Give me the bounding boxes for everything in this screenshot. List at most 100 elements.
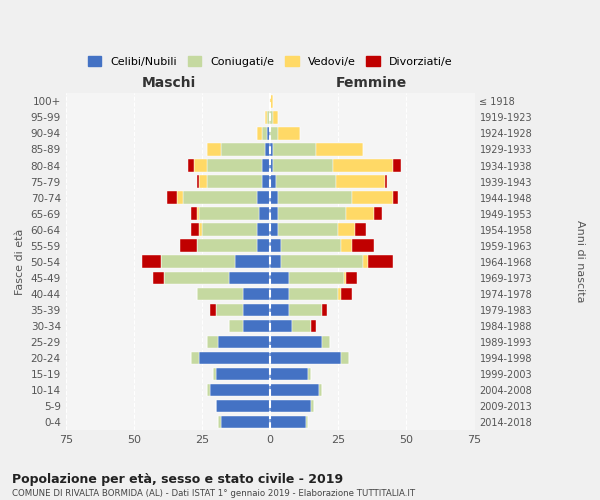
Bar xyxy=(270,208,278,220)
Bar xyxy=(199,352,270,364)
Bar xyxy=(270,384,319,396)
Bar xyxy=(273,160,333,172)
Bar xyxy=(221,143,265,156)
Bar xyxy=(183,192,257,204)
Bar xyxy=(164,272,229,284)
Bar xyxy=(273,143,316,156)
Bar xyxy=(208,176,262,188)
Bar xyxy=(208,336,218,348)
Bar xyxy=(221,416,270,428)
Bar xyxy=(243,304,270,316)
Bar xyxy=(259,208,270,220)
Bar xyxy=(368,256,393,268)
Y-axis label: Fasce di età: Fasce di età xyxy=(15,228,25,295)
Bar xyxy=(262,176,270,188)
Bar xyxy=(278,208,346,220)
Bar xyxy=(197,288,243,300)
Bar xyxy=(257,127,262,140)
Bar xyxy=(229,320,243,332)
Bar xyxy=(341,352,349,364)
Bar xyxy=(268,111,270,124)
Bar xyxy=(355,224,365,236)
Bar xyxy=(265,143,270,156)
Y-axis label: Anni di nascita: Anni di nascita xyxy=(575,220,585,303)
Bar xyxy=(210,304,215,316)
Bar xyxy=(270,176,275,188)
Text: COMUNE DI RIVALTA BORMIDA (AL) - Dati ISTAT 1° gennaio 2019 - Elaborazione TUTTI: COMUNE DI RIVALTA BORMIDA (AL) - Dati IS… xyxy=(12,489,415,498)
Text: Femmine: Femmine xyxy=(335,76,407,90)
Bar xyxy=(270,272,289,284)
Bar xyxy=(215,304,243,316)
Bar xyxy=(208,143,221,156)
Bar xyxy=(275,176,335,188)
Bar xyxy=(202,224,257,236)
Text: Popolazione per età, sesso e stato civile - 2019: Popolazione per età, sesso e stato civil… xyxy=(12,472,343,486)
Bar xyxy=(270,224,278,236)
Bar xyxy=(188,160,194,172)
Bar xyxy=(199,224,202,236)
Bar xyxy=(278,192,352,204)
Bar xyxy=(142,256,161,268)
Bar xyxy=(218,336,270,348)
Bar xyxy=(289,304,322,316)
Bar xyxy=(270,416,305,428)
Bar xyxy=(270,95,273,108)
Text: Maschi: Maschi xyxy=(142,76,196,90)
Bar xyxy=(341,240,352,252)
Bar xyxy=(153,272,164,284)
Bar xyxy=(180,240,197,252)
Bar xyxy=(210,384,270,396)
Bar xyxy=(363,256,368,268)
Bar xyxy=(346,272,358,284)
Bar xyxy=(194,160,208,172)
Bar xyxy=(270,192,278,204)
Bar xyxy=(393,192,398,204)
Bar xyxy=(270,256,281,268)
Bar xyxy=(270,111,273,124)
Bar xyxy=(197,208,199,220)
Bar xyxy=(178,192,183,204)
Bar xyxy=(322,304,328,316)
Bar xyxy=(199,176,208,188)
Bar xyxy=(270,240,281,252)
Bar xyxy=(281,256,363,268)
Bar xyxy=(311,320,316,332)
Bar xyxy=(270,320,292,332)
Bar xyxy=(273,111,278,124)
Bar xyxy=(213,368,215,380)
Bar xyxy=(270,160,273,172)
Bar xyxy=(338,288,341,300)
Bar xyxy=(289,288,338,300)
Bar xyxy=(316,143,363,156)
Bar xyxy=(278,224,338,236)
Bar xyxy=(344,272,346,284)
Bar xyxy=(199,208,259,220)
Bar xyxy=(218,416,221,428)
Bar xyxy=(257,224,270,236)
Bar xyxy=(257,192,270,204)
Bar xyxy=(393,160,401,172)
Bar xyxy=(243,288,270,300)
Bar xyxy=(305,416,308,428)
Bar xyxy=(191,224,199,236)
Bar xyxy=(341,288,352,300)
Bar xyxy=(289,272,344,284)
Bar xyxy=(191,352,199,364)
Bar xyxy=(385,176,388,188)
Bar xyxy=(161,256,235,268)
Bar xyxy=(197,176,199,188)
Bar xyxy=(268,127,270,140)
Bar xyxy=(308,368,311,380)
Bar xyxy=(229,272,270,284)
Bar xyxy=(265,111,268,124)
Bar xyxy=(208,384,210,396)
Bar xyxy=(270,368,308,380)
Bar xyxy=(292,320,311,332)
Bar xyxy=(262,160,270,172)
Bar xyxy=(270,304,289,316)
Bar xyxy=(270,352,341,364)
Bar xyxy=(167,192,178,204)
Bar xyxy=(374,208,382,220)
Bar xyxy=(215,400,270,412)
Bar xyxy=(262,127,268,140)
